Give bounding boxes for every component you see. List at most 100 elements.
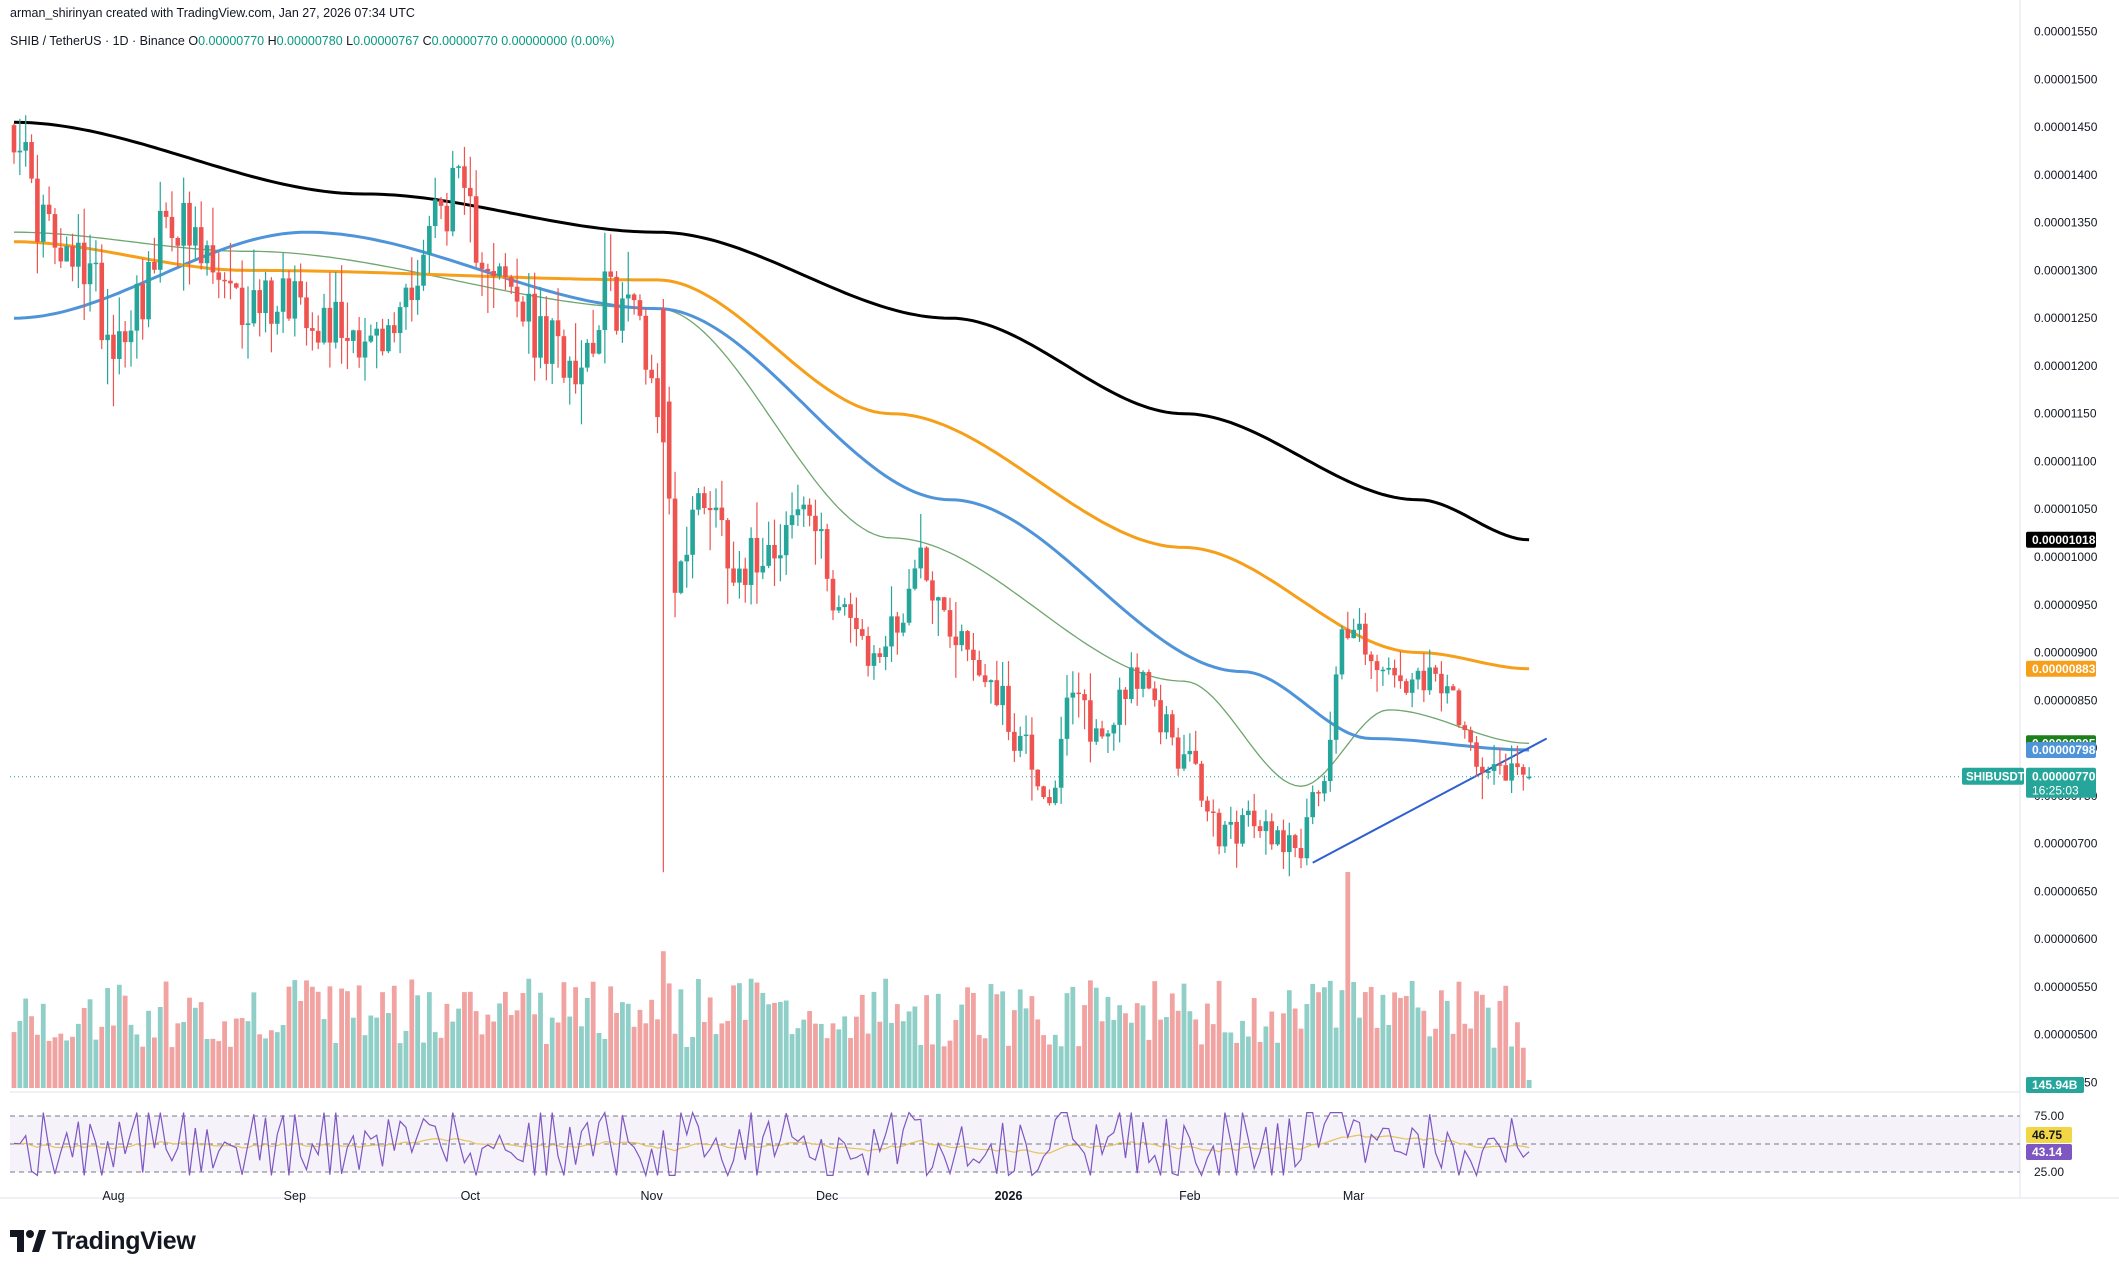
volume-bar (450, 1021, 456, 1088)
candle (585, 339, 590, 372)
volume-bar (1064, 993, 1070, 1088)
time-axis-label: Oct (461, 1189, 481, 1203)
candle (988, 679, 994, 704)
candle (666, 386, 672, 515)
volume-bar (906, 1011, 912, 1088)
volume-bar (339, 988, 344, 1088)
candle-body (1035, 769, 1041, 787)
candle-body (1181, 754, 1187, 769)
candle-body (959, 631, 964, 646)
candle-body (380, 328, 385, 352)
rsi-ma-label: 46.75 (2026, 1127, 2072, 1143)
candle-body (1170, 714, 1175, 738)
candle (1468, 726, 1473, 751)
candle-body (596, 330, 602, 354)
volume-bar (257, 1034, 263, 1088)
candle-body (1480, 766, 1485, 774)
candle (538, 286, 543, 369)
time-axis-label: Aug (102, 1189, 124, 1203)
volume-bar (912, 1006, 918, 1088)
volume-bar (1386, 1024, 1392, 1088)
candle (661, 299, 666, 873)
candle-body (345, 337, 350, 341)
volume-bar (432, 1032, 438, 1088)
candle-body (941, 597, 947, 611)
candle (1058, 716, 1064, 804)
candle (1415, 667, 1421, 690)
candle-body (666, 401, 672, 499)
candle-body (58, 247, 64, 262)
candle-body (175, 237, 181, 246)
volume-bar (81, 1007, 87, 1088)
candle-body (222, 279, 227, 282)
candle (1322, 775, 1327, 802)
candle-body (245, 323, 251, 326)
candle-body (1111, 724, 1117, 734)
candle-body (1088, 700, 1093, 742)
ohlc-change: 0.00000000 (0.00%) (501, 34, 615, 48)
candle-body (1187, 750, 1193, 755)
candle-body (608, 271, 613, 277)
volume-bar (1158, 1019, 1163, 1088)
volume-bar (467, 991, 473, 1088)
volume-bar (251, 992, 257, 1088)
volume-bar (561, 982, 567, 1088)
candle-body (807, 504, 812, 516)
candle (1175, 727, 1181, 776)
volume-label-bg (2026, 1077, 2084, 1093)
price-tick-label: 0.00001250 (2034, 311, 2098, 325)
candle-body (590, 342, 596, 354)
candle (239, 260, 245, 349)
candle-body (1439, 673, 1444, 694)
symbol-name[interactable]: SHIB / TetherUS · 1D · Binance (10, 34, 185, 48)
last-price-value: 0.00000770 (2032, 770, 2096, 784)
candle-body (1093, 728, 1099, 742)
volume-bar (1322, 987, 1327, 1088)
candle-body (1070, 692, 1076, 698)
volume-bar (157, 1006, 163, 1088)
candle (1000, 661, 1005, 725)
candle (895, 611, 900, 655)
ma-black-price-label-bg (2026, 531, 2096, 548)
candle (1012, 713, 1017, 762)
volume-bar (1439, 990, 1444, 1088)
candle (228, 242, 233, 300)
volume-bar (1257, 1041, 1263, 1088)
volume-bar (1357, 1017, 1362, 1088)
symbol-tag-bg (1962, 767, 2024, 785)
candle (29, 134, 34, 184)
volume-bar (350, 1017, 356, 1088)
candle (836, 595, 842, 614)
candle-body (1246, 810, 1251, 816)
volume-bar (1164, 1017, 1169, 1088)
ma-blue-line (13, 230, 1530, 752)
candle (1170, 710, 1175, 746)
candle-body (1398, 675, 1403, 682)
volume-series (11, 872, 1532, 1088)
volume-bar (783, 1000, 789, 1088)
candle (64, 236, 69, 262)
volume-bar (233, 1018, 239, 1088)
candle-body (128, 330, 134, 343)
candle-body (17, 150, 23, 153)
candle (140, 258, 145, 340)
candle-body (789, 515, 795, 526)
candle-body (310, 328, 315, 331)
candle-body (643, 315, 649, 370)
volume-bar (1017, 989, 1023, 1088)
volume-bar (666, 983, 672, 1088)
volume-bar (146, 1010, 151, 1088)
candle-body (824, 529, 830, 579)
candle-body (544, 316, 549, 364)
candle (157, 181, 163, 283)
candle-body (1076, 692, 1081, 695)
volume-bar (1041, 1035, 1046, 1088)
candle (754, 502, 760, 604)
candle (965, 630, 970, 662)
volume-bar (1526, 1080, 1532, 1088)
tradingview-logo[interactable]: TradingView (10, 1226, 196, 1256)
candle-body (1193, 750, 1198, 764)
candle (625, 251, 631, 322)
candle (1146, 669, 1152, 690)
